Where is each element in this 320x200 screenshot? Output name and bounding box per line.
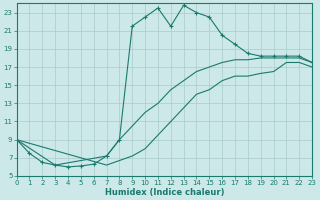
X-axis label: Humidex (Indice chaleur): Humidex (Indice chaleur) xyxy=(105,188,224,197)
